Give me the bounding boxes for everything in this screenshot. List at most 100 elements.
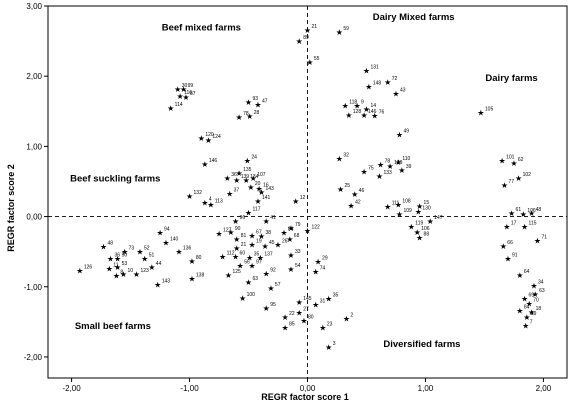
data-point: ★ 39 [523, 311, 536, 322]
point-label: 94 [164, 227, 170, 233]
point-marker: ★ [280, 229, 287, 238]
point-label: 114 [175, 102, 183, 108]
point-label: 90 [235, 226, 241, 232]
point-label: 52 [144, 246, 150, 252]
point-marker: ★ [312, 300, 319, 309]
point-marker: ★ [232, 217, 239, 226]
point-label: 9 [361, 100, 364, 106]
point-label: 146 [209, 158, 218, 164]
point-label: 141 [262, 195, 271, 201]
point-label: 89 [303, 35, 309, 41]
point-marker: ★ [227, 228, 234, 237]
point-marker: ★ [254, 197, 261, 206]
point-label: 10 [127, 268, 133, 274]
y-tick-label: 2,00 [26, 72, 42, 81]
data-point: ★ 64 [516, 269, 529, 280]
point-label: 118 [349, 100, 357, 106]
point-label: 123 [140, 268, 149, 274]
point-marker: ★ [107, 255, 114, 264]
data-point: ★ 54 [287, 263, 300, 274]
data-point: ★ 107 [250, 172, 266, 183]
point-label: 116 [184, 90, 192, 96]
point-marker: ★ [528, 308, 535, 317]
data-point: ★ 135 [236, 167, 252, 178]
point-label: 133 [383, 170, 392, 176]
data-point: ★ 16 [256, 182, 269, 193]
data-point: ★ 22 [282, 311, 295, 322]
data-point: ★ 115 [521, 220, 537, 231]
point-marker: ★ [396, 210, 403, 219]
data-point: ★ 90 [227, 226, 240, 237]
data-point: ★ 125 [225, 269, 241, 280]
data-point: ★ 80 [300, 314, 313, 325]
point-label: 17 [511, 220, 517, 226]
point-marker: ★ [363, 67, 370, 76]
point-label: 54 [295, 263, 301, 269]
data-point: ★ 61 [508, 207, 521, 218]
point-marker: ★ [499, 156, 506, 165]
data-point: ★ 76 [371, 109, 384, 120]
point-marker: ★ [287, 265, 294, 274]
point-label: 143 [162, 279, 171, 285]
point-marker: ★ [232, 253, 239, 262]
data-point: ★ 145 [296, 296, 312, 307]
point-label: 46 [359, 188, 365, 194]
data-point: ★ 41 [263, 215, 276, 226]
data-point: ★ 106 [414, 226, 430, 237]
point-marker: ★ [258, 232, 265, 241]
point-marker: ★ [337, 185, 344, 194]
data-point: ★ 24 [244, 154, 257, 165]
point-marker: ★ [180, 85, 187, 94]
data-point: ★ 119 [408, 220, 424, 231]
data-point: ★ 146 [361, 109, 377, 120]
x-tick-label: 0,00 [300, 384, 316, 393]
point-marker: ★ [246, 253, 253, 262]
point-marker: ★ [414, 228, 421, 237]
point-label: 11 [113, 263, 118, 269]
point-marker: ★ [292, 197, 299, 206]
data-point: ★ 108 [395, 199, 411, 210]
point-label: 147 [434, 215, 443, 221]
point-label: 92 [270, 267, 276, 273]
point-label: 100 [247, 292, 256, 298]
point-label: 53 [122, 261, 128, 267]
data-point: ★ 67 [248, 230, 261, 241]
region-annotation: Beef suckling farms [70, 173, 160, 184]
point-label: 113 [215, 199, 223, 205]
point-marker: ★ [348, 201, 355, 210]
point-marker: ★ [245, 278, 252, 287]
point-label: 97 [256, 260, 262, 266]
data-point: ★ 48 [100, 241, 113, 252]
point-marker: ★ [282, 313, 289, 322]
point-label: 51 [149, 253, 155, 259]
point-marker: ★ [106, 265, 113, 274]
data-point: ★ 59 [336, 26, 349, 37]
point-marker: ★ [207, 201, 214, 210]
point-label: 128 [353, 109, 362, 115]
point-label: 74 [320, 265, 326, 271]
point-label: 108 [402, 199, 411, 205]
point-label: 102 [523, 172, 532, 178]
point-marker: ★ [501, 181, 508, 190]
point-marker: ★ [225, 271, 232, 280]
point-marker: ★ [526, 300, 533, 309]
point-marker: ★ [315, 257, 322, 266]
point-label: 21 [241, 242, 247, 248]
point-marker: ★ [226, 189, 233, 198]
data-point: ★ 34 [530, 279, 543, 290]
point-label: 32 [343, 152, 349, 158]
point-marker: ★ [351, 190, 358, 199]
data-point: ★ 114 [167, 102, 183, 113]
point-marker: ★ [325, 295, 332, 304]
data-point: ★ 52 [136, 246, 149, 257]
point-label: 27 [303, 307, 309, 313]
data-point: ★ 130 [415, 206, 431, 217]
point-label: 2 [350, 312, 353, 318]
point-marker: ★ [256, 184, 263, 193]
point-label: 49 [404, 128, 410, 134]
data-point: ★ 7 [522, 319, 533, 330]
x-tick-label: 1,00 [418, 384, 434, 393]
point-label: 26 [282, 239, 288, 245]
data-point: ★ 97 [248, 260, 261, 271]
point-marker: ★ [522, 321, 529, 330]
